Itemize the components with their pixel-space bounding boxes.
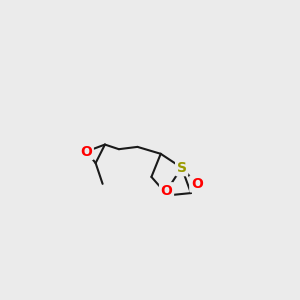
Text: O: O xyxy=(80,145,92,158)
Text: O: O xyxy=(191,177,203,191)
Text: S: S xyxy=(177,161,187,175)
Text: O: O xyxy=(160,184,172,198)
